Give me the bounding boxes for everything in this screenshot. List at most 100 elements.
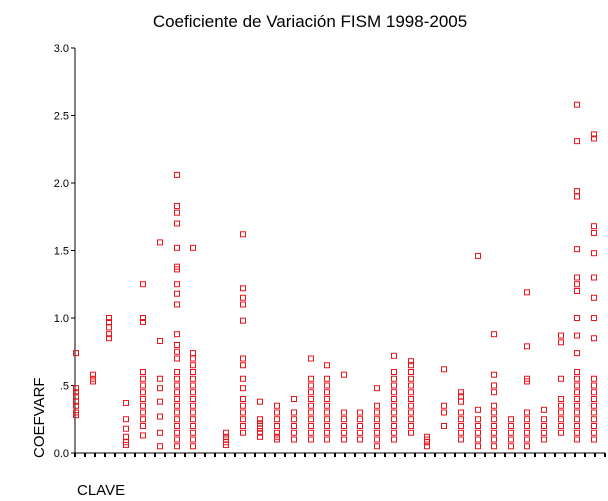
point	[491, 443, 497, 450]
point	[324, 429, 330, 436]
point	[591, 402, 597, 409]
point	[591, 423, 597, 429]
point	[157, 413, 163, 420]
point	[174, 290, 180, 297]
point	[174, 266, 180, 273]
point	[174, 209, 180, 216]
point	[90, 371, 96, 378]
point	[240, 409, 246, 416]
point	[174, 396, 180, 402]
point	[558, 375, 564, 382]
point	[73, 402, 79, 409]
point	[157, 385, 163, 392]
point	[324, 436, 330, 443]
point	[374, 429, 380, 436]
point	[140, 409, 146, 416]
point	[240, 429, 246, 436]
point	[174, 375, 180, 382]
point	[190, 389, 196, 396]
point	[341, 416, 347, 423]
point	[174, 389, 180, 396]
point	[524, 423, 530, 429]
point	[524, 343, 530, 350]
point	[240, 396, 246, 402]
point	[391, 382, 397, 389]
point	[491, 416, 497, 423]
point	[591, 315, 597, 321]
point	[424, 439, 430, 446]
point	[591, 229, 597, 236]
point	[308, 423, 314, 429]
point	[190, 443, 196, 450]
point	[408, 375, 414, 382]
point	[558, 409, 564, 416]
point	[491, 382, 497, 389]
point	[374, 436, 380, 443]
y-tick-label: 0.0	[54, 448, 69, 460]
point	[140, 369, 146, 375]
point	[240, 402, 246, 409]
point	[341, 436, 347, 443]
point	[508, 436, 514, 443]
point	[591, 429, 597, 436]
point	[257, 429, 263, 436]
point	[374, 416, 380, 423]
point	[591, 335, 597, 342]
point	[391, 436, 397, 443]
point	[524, 443, 530, 450]
point	[90, 378, 96, 385]
point	[524, 429, 530, 436]
point	[140, 389, 146, 396]
point	[257, 425, 263, 432]
point	[441, 402, 447, 409]
point	[374, 385, 380, 392]
point	[524, 436, 530, 443]
point	[106, 324, 112, 331]
point	[558, 429, 564, 436]
point	[591, 274, 597, 281]
point	[391, 423, 397, 429]
point	[541, 429, 547, 436]
point	[174, 409, 180, 416]
point	[591, 436, 597, 443]
point	[574, 246, 580, 253]
point	[190, 355, 196, 362]
point	[491, 402, 497, 409]
point	[73, 385, 79, 392]
point	[524, 409, 530, 416]
point	[174, 342, 180, 348]
point	[308, 375, 314, 382]
point	[174, 423, 180, 429]
point	[240, 317, 246, 324]
point	[190, 350, 196, 357]
point	[324, 423, 330, 429]
point	[591, 294, 597, 301]
point	[190, 362, 196, 369]
point	[223, 429, 229, 436]
point	[157, 337, 163, 344]
point	[524, 378, 530, 385]
point	[558, 339, 564, 346]
point	[274, 423, 280, 429]
point	[274, 416, 280, 423]
point	[190, 382, 196, 389]
point	[391, 389, 397, 396]
point	[106, 331, 112, 338]
point	[475, 406, 481, 413]
point	[491, 331, 497, 338]
point	[591, 135, 597, 142]
y-tick-label: 3.0	[54, 43, 69, 55]
point	[174, 402, 180, 409]
point	[574, 101, 580, 108]
point	[291, 423, 297, 429]
point	[475, 252, 481, 259]
point	[357, 416, 363, 423]
point	[574, 188, 580, 195]
point	[524, 289, 530, 296]
point	[106, 335, 112, 342]
point	[441, 423, 447, 429]
point	[574, 274, 580, 281]
point	[491, 409, 497, 416]
point	[291, 429, 297, 436]
point	[508, 416, 514, 423]
